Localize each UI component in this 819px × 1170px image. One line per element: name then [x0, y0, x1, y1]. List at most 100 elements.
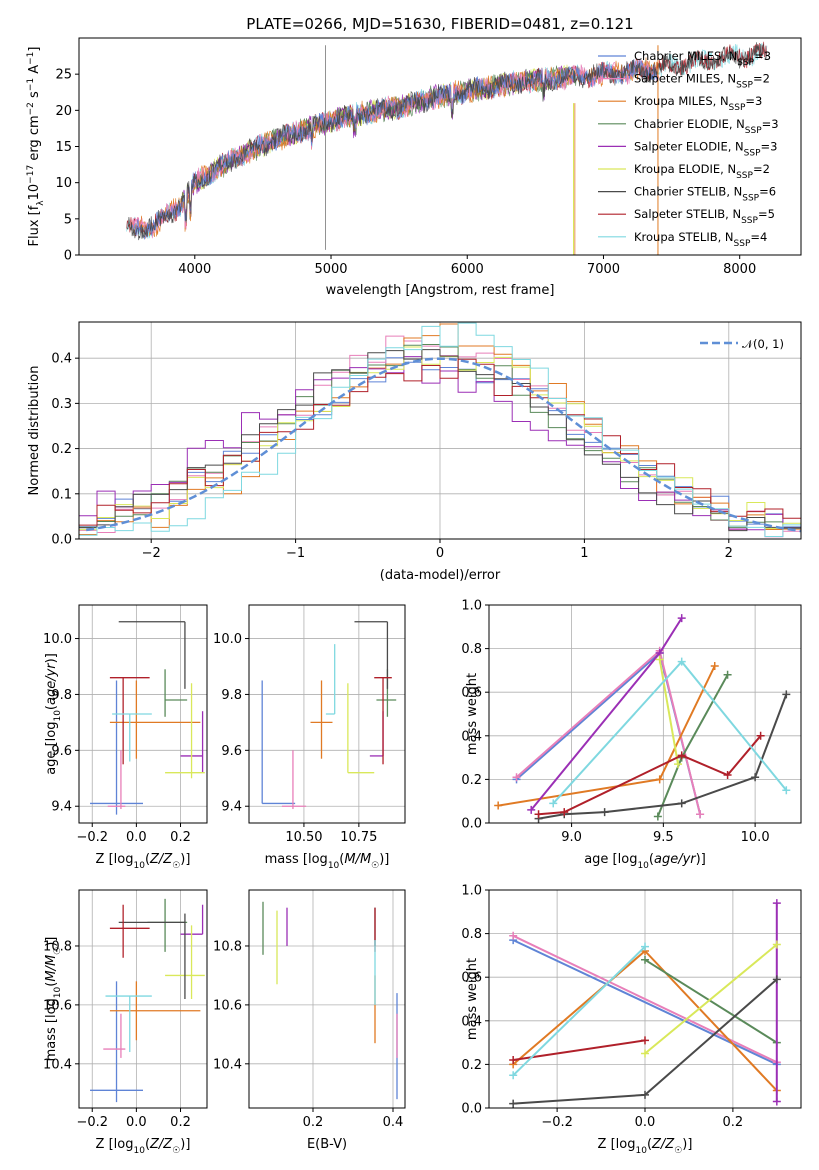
x-axis-label-part: ☉ — [172, 1146, 180, 1156]
legend-label-part: Salpeter STELIB, N — [634, 207, 741, 221]
y-tick-label: 10.4 — [43, 1057, 72, 1072]
x-axis-label-part: Z [log — [96, 852, 134, 867]
legend-label-part: SSP — [737, 58, 754, 68]
x-tick-label: 10.0 — [741, 830, 770, 845]
legend-label-part: Chabrier MILES, N — [634, 49, 737, 63]
x-axis-label-part: 10 — [133, 861, 145, 871]
weight-point — [723, 771, 732, 780]
x-axis-label-part: ( — [145, 1137, 150, 1152]
weight-point — [641, 942, 649, 951]
y-axis-label-part: −1 — [26, 52, 36, 65]
y-tick-label: 10.0 — [213, 632, 242, 647]
x-tick-label: 1 — [580, 546, 588, 561]
x-tick-label: 0.2 — [303, 1115, 324, 1130]
residuals-panel: −2 −1 0 1 2 0.0 0.1 0.2 0.3 0.4 𝒩(0, 1) (data-model… — [27, 321, 802, 583]
x-axis-label-part: M/M — [344, 852, 371, 867]
weight-point — [677, 657, 686, 666]
age_vs_Z-marks — [90, 621, 205, 815]
y-axis-label: mass weight — [465, 958, 480, 1040]
y-tick-label: 0.4 — [461, 1014, 482, 1029]
weight-point — [534, 810, 543, 819]
y-tick-label: 0.6 — [461, 686, 482, 701]
y-tick-label: 10.6 — [213, 998, 242, 1013]
y-tick-label: 10 — [55, 176, 72, 191]
weight-line-chabrier-stelib — [538, 694, 788, 820]
legend-label-part: =4 — [750, 230, 767, 244]
y-tick-label: 9.4 — [221, 800, 242, 815]
y-tick-label: 0 — [64, 249, 72, 264]
weight-point — [710, 662, 719, 671]
weight-point — [494, 801, 503, 810]
y-tick-label: 9.8 — [221, 688, 242, 703]
x-tick-label: 0.2 — [723, 1115, 744, 1130]
x-axis-label-part: 10 — [133, 1146, 145, 1156]
x-axis-label-part: ☉ — [172, 861, 180, 871]
y-tick-label: 10.4 — [213, 1057, 242, 1072]
x-tick-label: −1 — [286, 546, 305, 561]
y-tick-label: 0.8 — [461, 642, 482, 657]
legend-label-part: SSP — [741, 216, 758, 226]
axes-frame — [78, 604, 208, 824]
x-axis-label: age [log10(age/yr)] — [584, 852, 706, 871]
y-axis-label-part: ] — [27, 47, 42, 52]
y-tick-label: 5 — [64, 212, 72, 227]
legend-label: Kroupa ELODIE, NSSP=2 — [634, 162, 770, 181]
legend-label-part: =3 — [754, 49, 771, 63]
y-axis-label: Flux [fλ10−17 erg cm−2 s−1 A−1] — [26, 47, 46, 247]
x-tick-label: 7000 — [587, 262, 620, 277]
y-axis-label-part: age/yr — [44, 662, 59, 705]
x-axis-label-part: age [log — [584, 852, 637, 867]
y-tick-label: 0.0 — [461, 1102, 482, 1117]
weight_vs_age-panel: 9.0 9.5 10.0 0.0 0.2 0.4 0.6 0.8 1.0 age [log10(a… — [461, 599, 802, 871]
weight-point — [641, 1036, 649, 1045]
weight-point — [782, 690, 791, 699]
legend-label: Salpeter ELODIE, NSSP=3 — [634, 139, 777, 158]
y-axis-label-part: −2 — [26, 102, 36, 115]
x-tick-label: 2 — [725, 546, 733, 561]
x-tick-label: 0.0 — [126, 830, 147, 845]
x-tick-label: −0.2 — [76, 1115, 108, 1130]
x-tick-label: 8000 — [723, 262, 756, 277]
x-tick-label: −0.2 — [76, 830, 108, 845]
x-tick-label: 9.0 — [561, 830, 582, 845]
legend-label-part: Salpeter ELODIE, N — [634, 139, 744, 153]
weight-point — [653, 812, 662, 821]
y-axis-label-part: ( — [44, 705, 59, 710]
y-axis-label-part: erg cm — [27, 115, 42, 164]
y-axis-label-part: )] — [44, 937, 59, 947]
x-tick-label: 10.75 — [340, 830, 377, 845]
y-tick-label: 0.2 — [461, 773, 482, 788]
weight-point — [677, 799, 686, 808]
x-tick-label: 0.2 — [170, 1115, 191, 1130]
y-tick-label: 10.8 — [213, 939, 242, 954]
mass_vs_Z-marks — [90, 898, 205, 1103]
x-tick-label: 0.4 — [383, 1115, 404, 1130]
age_vs_mass-panel: 10.50 10.75 9.4 9.6 9.8 10.0 mass [log10(M/M☉)… — [213, 604, 406, 871]
y-tick-label: 1.0 — [461, 884, 482, 899]
y-tick-label: 9.4 — [51, 800, 72, 815]
legend-label: Chabrier ELODIE, NSSP=3 — [634, 117, 779, 136]
axes-frame — [78, 889, 208, 1109]
y-axis-label-part: ☉ — [53, 947, 63, 955]
y-tick-label: 15 — [55, 140, 72, 155]
weight_vs_Z-panel: −0.2 0.0 0.2 0.0 0.2 0.4 0.6 0.8 1.0 Z [log10(Z/Z… — [461, 884, 802, 1156]
y-tick-label: 0.0 — [51, 533, 72, 548]
x-axis-label-part: Z [log — [598, 1137, 636, 1152]
x-axis-label: wavelength [Angstrom, rest frame] — [326, 283, 555, 298]
x-tick-label: −0.2 — [541, 1115, 573, 1130]
residuals-marks — [78, 322, 802, 539]
legend-label-part: SSP — [744, 148, 761, 158]
legend-label-part: SSP — [745, 126, 762, 136]
legend-label-part: Chabrier ELODIE, N — [634, 117, 745, 131]
x-axis-label-part: )] — [379, 852, 389, 867]
weight-line-salpeter-miles — [512, 934, 778, 1064]
weight-line-chabrier-elodie — [644, 958, 778, 1044]
histogram-kroupa-stelib — [78, 322, 802, 539]
y-tick-label: 0.2 — [51, 442, 72, 457]
y-tick-label: 0.2 — [461, 1058, 482, 1073]
age_vs_mass-marks — [261, 621, 397, 810]
legend-label-part: =3 — [762, 117, 779, 131]
y-axis-label: mass weight — [465, 673, 480, 755]
legend-label-part: SSP — [736, 81, 753, 91]
